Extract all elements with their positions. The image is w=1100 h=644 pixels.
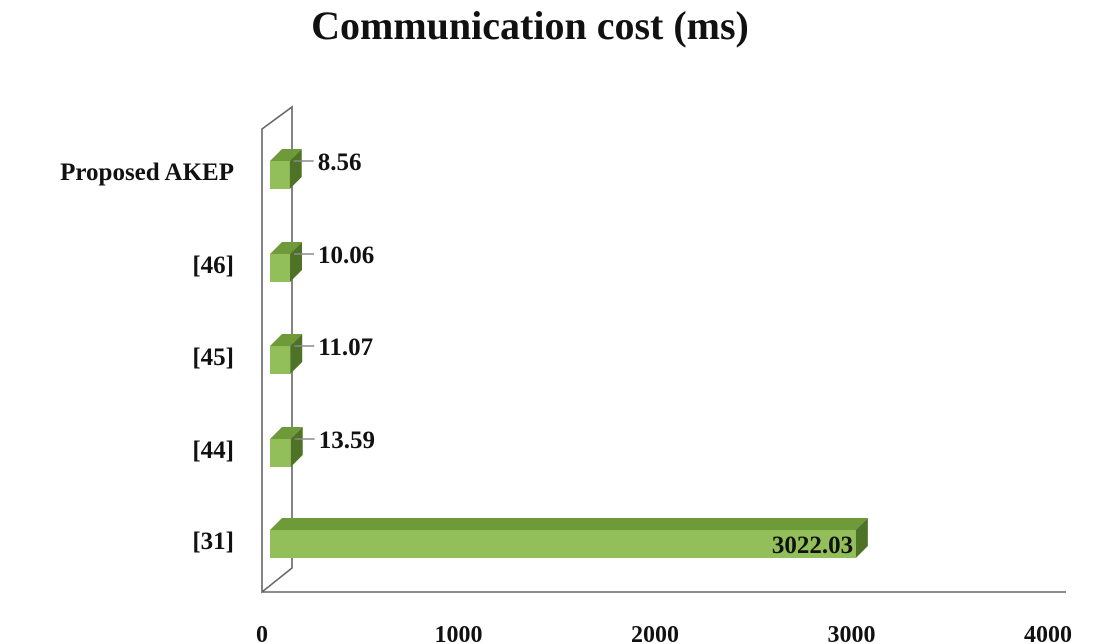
bar [270,254,291,282]
bar-end-face [855,518,868,558]
category-label: Proposed AKEP [60,159,234,186]
bar [270,346,291,374]
category-label: [45] [192,344,234,371]
bar-top-face [270,427,303,439]
bar [270,439,291,467]
bar-end-face [290,427,303,467]
data-label: 11.07 [318,334,373,361]
bar-top-face [270,334,303,346]
bar-top-face [270,149,302,161]
category-label: [44] [192,437,234,464]
bar [270,161,290,189]
bar-end-face [290,334,303,374]
bar-end-face [289,149,302,189]
x-tick-label: 1000 [435,622,483,644]
plot-back-wall [261,105,293,594]
data-label: 3022.03 [772,532,853,559]
bar-top-face [270,518,868,530]
x-tick-label: 2000 [631,622,679,644]
bar-end-face [290,242,303,282]
data-label: 10.06 [318,242,374,269]
data-label: 8.56 [318,149,362,176]
x-tick-label: 4000 [1024,622,1072,644]
data-label: 13.59 [319,427,375,454]
category-label: [46] [192,252,234,279]
bar [270,530,856,558]
bar-top-face [270,242,303,254]
x-tick-label: 3000 [828,622,876,644]
category-label: [31] [192,528,234,555]
x-tick-label: 0 [256,622,268,644]
chart-title: Communication cost (ms) [311,3,749,48]
